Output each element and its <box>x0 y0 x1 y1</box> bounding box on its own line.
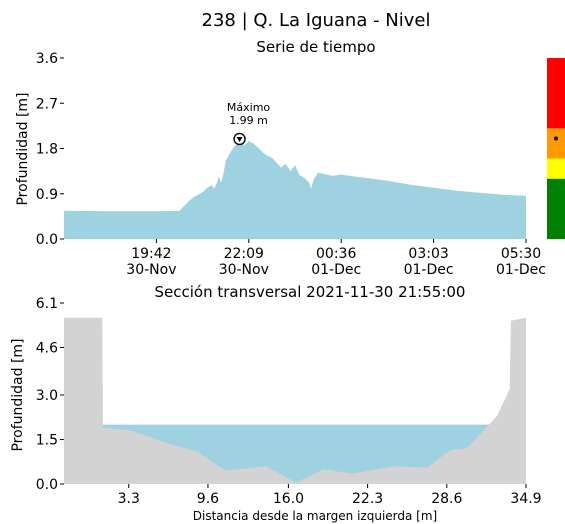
x-tick-time: 05:30 <box>501 246 541 262</box>
time-series-title: Serie de tiempo <box>256 38 375 56</box>
x-tick-label: 9.6 <box>197 491 219 507</box>
x-tick-label: 22.3 <box>352 491 383 507</box>
cross-section-x-axis: 3.3 9.6 16.0 22.3 28.6 34.9 <box>118 484 542 507</box>
maximum-annotation: Máximo 1.99 m <box>227 101 271 146</box>
maximum-value: 1.99 m <box>229 114 268 127</box>
cross-section-title: Sección transversal 2021-11-30 21:55:00 <box>155 283 466 301</box>
cross-section-plot-area <box>64 317 526 484</box>
maximum-marker-icon <box>233 132 246 146</box>
cross-section-y-axis: 0.0 1.5 3.0 4.6 6.1 <box>36 296 64 493</box>
y-tick-label: 4.6 <box>36 341 58 357</box>
x-tick-date: 01-Dec <box>404 262 454 278</box>
cross-section-chart: Sección transversal 2021-11-30 21:55:00 … <box>10 283 542 523</box>
x-tick-time: 22:09 <box>224 246 264 262</box>
maximum-label: Máximo <box>227 101 271 114</box>
alert-level-scale <box>547 58 565 239</box>
y-tick-label: 0.0 <box>36 477 58 493</box>
y-tick-label: 1.5 <box>36 432 58 448</box>
y-tick-label: 0.9 <box>36 187 58 203</box>
scale-segment-orange <box>547 128 565 159</box>
y-tick-label: 3.0 <box>36 388 58 404</box>
time-series-y-axis: 0.0 0.9 1.8 2.7 3.6 <box>36 51 64 248</box>
x-tick-time: 00:36 <box>316 246 356 262</box>
y-tick-label: 0.0 <box>36 232 58 248</box>
x-tick-date: 30-Nov <box>219 262 269 278</box>
x-tick-date: 01-Dec <box>496 262 546 278</box>
x-tick-label: 16.0 <box>273 491 304 507</box>
scale-segment-green <box>547 178 565 239</box>
x-tick-date: 30-Nov <box>126 262 176 278</box>
time-series-y-label: Profundidad [m] <box>15 92 31 205</box>
scale-segment-yellow <box>547 158 565 179</box>
x-tick-time: 03:03 <box>408 246 448 262</box>
time-series-plot-area <box>64 141 526 239</box>
figure-title: 238 | Q. La Iguana - Nivel <box>202 10 431 31</box>
cross-section-y-label: Profundidad [m] <box>10 338 26 451</box>
current-level-dot <box>554 136 558 141</box>
x-tick-date: 01-Dec <box>311 262 361 278</box>
x-tick-label: 28.6 <box>431 491 462 507</box>
x-tick-label: 34.9 <box>510 491 541 507</box>
maximum-marker-arrow <box>236 136 243 142</box>
y-tick-label: 3.6 <box>36 51 58 67</box>
time-series-chart: Serie de tiempo 0.00.91.82.73.6 19:4230-… <box>15 38 565 278</box>
y-tick-label: 2.7 <box>36 96 58 112</box>
scale-segment-red <box>547 58 565 129</box>
x-tick-time: 19:42 <box>131 246 171 262</box>
y-tick-label: 1.8 <box>36 142 58 158</box>
terrain-area <box>64 317 526 484</box>
level-series-area <box>64 141 526 239</box>
x-tick-label: 3.3 <box>118 491 140 507</box>
time-series-x-axis: 19:4230-Nov22:0930-Nov00:3601-Dec03:0301… <box>126 239 546 278</box>
cross-section-x-label: Distancia desde la margen izquierda [m] <box>193 509 437 523</box>
y-tick-label: 6.1 <box>36 296 58 312</box>
